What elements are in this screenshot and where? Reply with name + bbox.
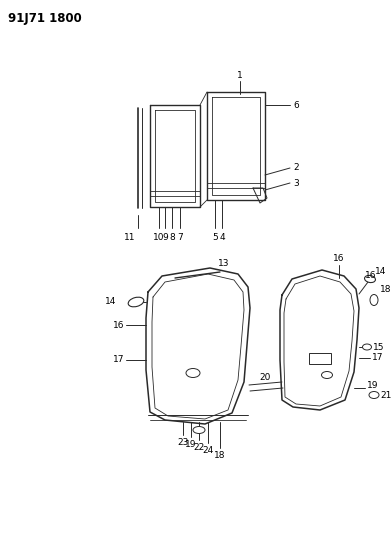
Text: 13: 13 xyxy=(218,259,230,268)
Text: 7: 7 xyxy=(177,233,183,242)
Text: 23: 23 xyxy=(177,438,189,447)
Text: 19: 19 xyxy=(367,382,378,391)
Ellipse shape xyxy=(369,392,379,399)
Text: 22: 22 xyxy=(194,443,204,452)
Text: 14: 14 xyxy=(105,297,116,306)
Text: 15: 15 xyxy=(373,343,384,351)
Text: 14: 14 xyxy=(375,268,386,277)
Text: 3: 3 xyxy=(293,179,299,188)
Text: 18: 18 xyxy=(380,286,391,295)
Text: 19: 19 xyxy=(185,440,197,449)
Text: 24: 24 xyxy=(203,446,213,455)
Text: 4: 4 xyxy=(219,233,225,242)
Text: 6: 6 xyxy=(293,101,299,109)
Text: 11: 11 xyxy=(124,233,136,242)
Text: 16: 16 xyxy=(365,271,377,279)
Text: 8: 8 xyxy=(169,233,175,242)
Text: 2: 2 xyxy=(293,164,299,173)
Ellipse shape xyxy=(128,297,144,307)
Text: 1: 1 xyxy=(237,71,243,80)
Text: 10: 10 xyxy=(153,233,165,242)
Ellipse shape xyxy=(193,426,205,433)
Ellipse shape xyxy=(321,372,332,378)
Ellipse shape xyxy=(186,368,200,377)
Text: 16: 16 xyxy=(113,320,124,329)
Ellipse shape xyxy=(362,344,371,350)
Text: 5: 5 xyxy=(212,233,218,242)
Text: 91J71 1800: 91J71 1800 xyxy=(8,12,82,25)
Ellipse shape xyxy=(364,276,375,282)
Text: 17: 17 xyxy=(113,356,124,365)
Ellipse shape xyxy=(370,295,378,305)
Text: 17: 17 xyxy=(372,353,384,362)
Text: 21: 21 xyxy=(380,391,391,400)
Text: 18: 18 xyxy=(214,451,226,460)
Text: 20: 20 xyxy=(259,373,271,382)
FancyBboxPatch shape xyxy=(309,353,331,364)
Text: 16: 16 xyxy=(333,254,345,263)
Text: 9: 9 xyxy=(162,233,168,242)
